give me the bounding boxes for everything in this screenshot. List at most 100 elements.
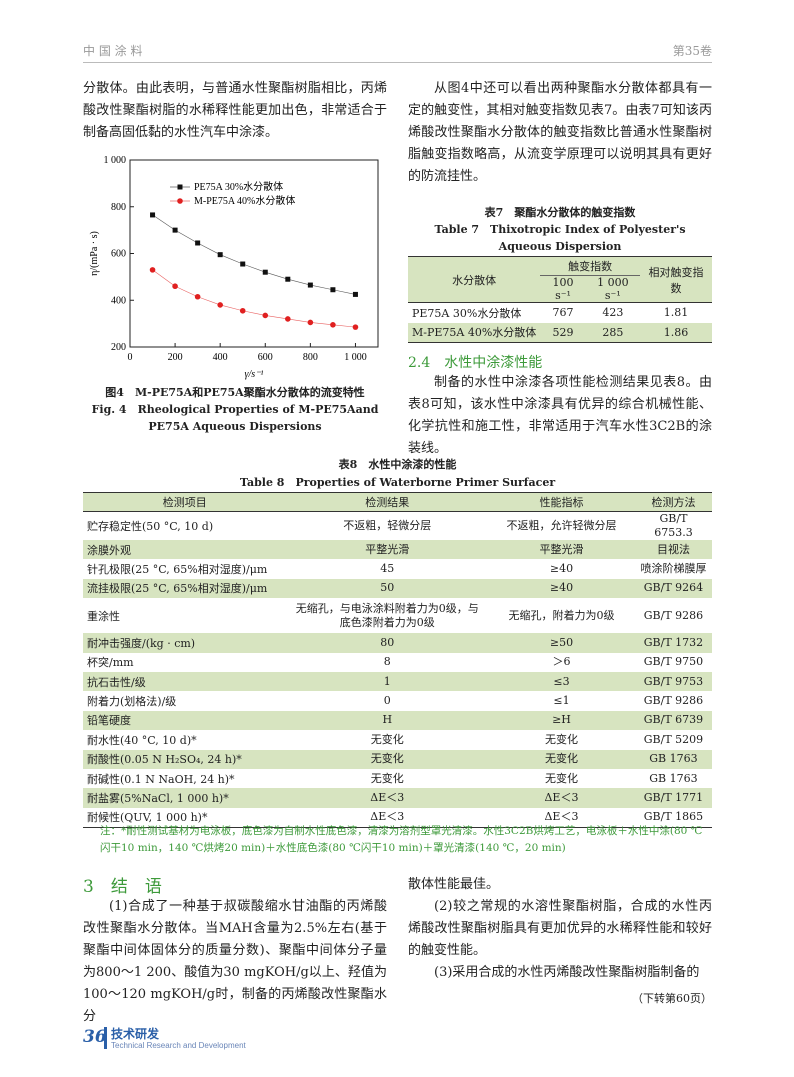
table-cell: ≤3: [553, 674, 570, 688]
table-row: 耐冲击强度/(kg · cm) 80 ≥50 GB/T 1732: [83, 633, 712, 653]
table-cell: 1.86: [663, 325, 689, 339]
y-axis-label: η/(mPa · s): [89, 231, 100, 276]
marker: [285, 276, 291, 282]
x-axis-label: γ/s⁻¹: [245, 369, 264, 380]
series-line: [152, 214, 356, 295]
table-row: 重涂性 无缩孔，与电泳涂料附着力为0级，与底色漆附着力为0级 无缩孔，附着力为0级 G…: [83, 598, 712, 634]
paragraph: (3)采用合成的水性丙烯酸改性聚酯树脂制备的: [434, 965, 700, 980]
section-heading: 2.4 水性中涂漆性能: [408, 355, 543, 371]
table-cell: 不返粗，轻微分层: [343, 519, 432, 532]
table-cell: 不返粗，允许轻微分层: [506, 519, 617, 532]
marker: [217, 252, 223, 258]
legend-label: PE75A 30%水分散体: [194, 180, 283, 193]
y-tick-label: 600: [111, 249, 126, 260]
marker: [150, 212, 156, 218]
table-row: 耐碱性(0.1 N NaOH, 24 h)* 无变化 无变化 GB 1763: [83, 768, 712, 789]
table-cell: 无变化: [370, 752, 404, 766]
footer-section-en: Technical Research and Development: [111, 1041, 246, 1050]
table-cell: 平整光滑: [539, 542, 584, 556]
table-cell: 性能指标: [539, 496, 584, 509]
table-note: 注：*耐性测试基材为电泳板，底色漆为自制水性底色漆，清漆为溶剂型罩光清漆。水性3…: [100, 825, 703, 854]
page-number: 36: [83, 1027, 107, 1047]
table-row: 耐水性(40 °C, 10 d)* 无变化 无变化 GB/T 5209: [83, 730, 712, 750]
table-cell: 耐水性(40 °C, 10 d)*: [87, 733, 197, 747]
table-caption-en: Table 8 Properties of Waterborne Primer …: [239, 476, 556, 489]
table-row: 铅笔硬度 H ≥H GB/T 6739: [83, 710, 712, 731]
marker: [195, 240, 201, 246]
table-cell: GB/T 9286: [643, 608, 704, 622]
series-line: [152, 269, 356, 328]
table-cell: 贮存稳定性(50 °C, 10 d): [87, 520, 214, 533]
table-cell: 检测结果: [365, 496, 410, 509]
table-cell: 无变化: [544, 752, 578, 766]
table-cell: 目视法: [656, 542, 690, 556]
table-cell: GB 1763: [649, 752, 698, 766]
table-row: 流挂极限(25 °C, 65%相对湿度)/μm 50 ≥40 GB/T 9264: [83, 578, 712, 599]
table-row: 涂膜外观 平整光滑 平整光滑 目视法: [83, 540, 712, 560]
table-row: 耐盐雾(5%NaCl, 1 000 h)* ΔE＜3 ΔE＜3 GB/T 1771: [83, 788, 712, 808]
y-tick-label: 400: [111, 295, 126, 306]
footer-section: 技术研发: [111, 1027, 160, 1041]
marker: [240, 261, 246, 267]
table-cell: GB/T 9753: [643, 674, 704, 688]
table-cell: 285: [602, 325, 624, 339]
table-cell: ΔE＜3: [370, 790, 405, 804]
header-rule: [83, 62, 712, 63]
paragraph: 散体性能最佳。: [408, 877, 500, 892]
table-row: 贮存稳定性(50 °C, 10 d) 不返粗，轻微分层 不返粗，允许轻微分层 GB/T…: [83, 511, 712, 540]
table-cell: 水分散体: [452, 273, 497, 287]
marker: [194, 293, 201, 300]
x-tick-label: 600: [258, 352, 273, 363]
marker: [217, 302, 223, 308]
y-tick-label: 1 000: [104, 155, 127, 166]
table-cell: 1: [383, 674, 391, 688]
table-cell: 触变指数: [540, 256, 640, 276]
table-cell: 423: [602, 306, 624, 320]
figure-caption: 图4 M-PE75A和PE75A聚酯水分散体的流变特性: [105, 386, 365, 399]
table-cell: PE75A 30%水分散体: [412, 306, 522, 320]
table-row: 耐候性(QUV, 1 000 h)* ΔE＜3 ΔE＜3 GB/T 1865: [83, 807, 712, 828]
volume: 第35卷: [672, 44, 712, 58]
marker: [307, 282, 313, 288]
table-cell: 附着力(划格法)/级: [87, 695, 177, 709]
paragraph: 制备的水性中涂漆各项性能检测结果见表8。由表8可知，该水性中涂漆具有优异的综合机…: [408, 375, 712, 456]
table-cell: ＞6: [552, 655, 571, 669]
table-cell: 重涂性: [87, 609, 120, 623]
table-cell: ≥50: [549, 635, 574, 649]
table-cell: 平整光滑: [365, 542, 410, 556]
section-heading: 3 结 语: [83, 877, 162, 897]
table-cell: 检测方法: [651, 496, 696, 509]
table-cell: ΔE＜3: [544, 810, 579, 824]
table-cell: GB/T 1771: [643, 790, 704, 804]
table-caption: 表8 水性中涂漆的性能: [338, 458, 457, 471]
table-cell: 50: [380, 581, 395, 595]
table-row: 附着力(划格法)/级 0 ≤1 GB/T 9286: [83, 691, 712, 711]
table-cell: 耐盐雾(5%NaCl, 1 000 h)*: [87, 791, 229, 805]
y-tick-label: 200: [111, 342, 126, 353]
marker: [307, 319, 314, 326]
marker: [262, 312, 269, 319]
table-row: M-PE75A 40%水分散体 529 285 1.86: [408, 322, 712, 343]
table-cell: 流挂极限(25 °C, 65%相对湿度)/μm: [87, 582, 268, 596]
marker: [172, 283, 178, 290]
paragraph: (1)合成了一种基于叔碳酸缩水甘油酯的丙烯酸改性聚酯水分散体。当MAH含量为2.…: [83, 899, 387, 1024]
table: 水分散体 触变指数 相对触变指数 100 s⁻¹ 1 000 s⁻¹ PE75A 30%水…: [408, 256, 712, 343]
marker: [285, 316, 291, 322]
table-cell: ΔE＜3: [544, 790, 579, 804]
marker: [352, 324, 359, 330]
figure-caption-en: Fig. 4 Rheological Properties of M-PE75A…: [91, 403, 379, 433]
table-cell: GB/T 9286: [643, 694, 704, 708]
table-cell: M-PE75A 40%水分散体: [412, 326, 537, 340]
table-row: PE75A 30%水分散体 767 423 1.81: [408, 302, 712, 323]
footer-bar: [104, 1027, 107, 1049]
table-cell: 相对触变指数: [648, 265, 704, 295]
table-cell: 767: [552, 306, 574, 320]
table: 检测项目 检测结果 性能指标 检测方法 贮存稳定性(50 °C, 10 d) 不返粗，轻微…: [83, 492, 712, 828]
x-tick-label: 0: [128, 352, 133, 363]
table-cell: 杯突/mm: [87, 656, 134, 670]
marker: [262, 269, 268, 275]
table-row: 抗石击性/级 1 ≤3 GB/T 9753: [83, 671, 712, 692]
table-cell: 涂膜外观: [87, 543, 131, 557]
legend-label: M-PE75A 40%水分散体: [194, 194, 295, 207]
